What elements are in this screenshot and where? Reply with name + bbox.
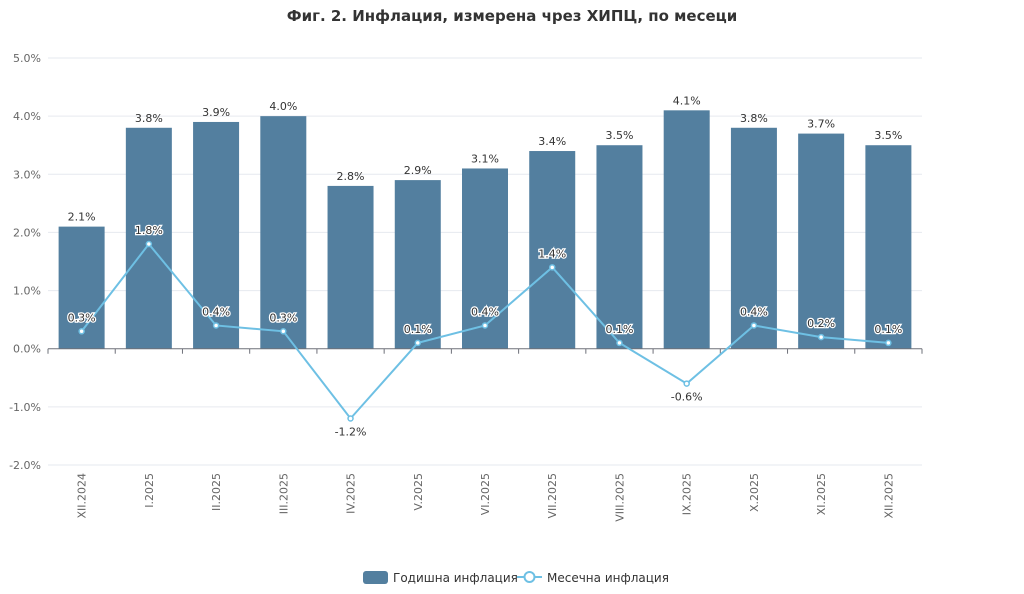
line-value-label: 0.3%	[68, 311, 96, 324]
x-tick-label: XI.2025	[815, 473, 828, 515]
bar-value-label: 3.4%	[538, 135, 566, 148]
line-point	[481, 322, 489, 329]
bar	[260, 116, 307, 349]
line-value-label: 0.4%	[471, 305, 499, 318]
y-tick-label: -2.0%	[9, 459, 41, 472]
x-tick-label: III.2025	[277, 473, 290, 514]
line-point	[347, 415, 354, 422]
x-tick-label: X.2025	[748, 473, 761, 512]
y-tick-label: 0.0%	[13, 343, 41, 356]
y-tick-label: 1.0%	[13, 285, 41, 298]
line-point	[817, 333, 825, 341]
bar	[865, 145, 912, 349]
x-tick-label: VI.2025	[479, 473, 492, 515]
bar-value-label: 3.8%	[135, 112, 163, 125]
bar	[125, 127, 172, 349]
bar-value-label: 4.1%	[673, 94, 701, 107]
legend-label-annual: Годишна инфлация	[393, 571, 518, 585]
x-tick-label: IX.2025	[681, 473, 694, 515]
bar-value-label: 3.8%	[740, 112, 768, 125]
line-point	[616, 339, 623, 347]
line-point	[280, 328, 287, 335]
bar-value-label: 3.1%	[471, 152, 499, 165]
line-value-label: 0.3%	[269, 311, 297, 324]
legend-item-monthly[interactable]: Месечна инфлация	[517, 571, 669, 585]
line-series	[78, 240, 892, 422]
legend[interactable]: Годишна инфлация Месечна инфлация	[363, 571, 669, 585]
bar	[394, 180, 441, 349]
bar-value-label: 3.9%	[202, 106, 230, 119]
bar	[798, 133, 845, 349]
line-point	[548, 264, 556, 271]
bar	[193, 121, 240, 349]
x-tick-label: VIII.2025	[613, 473, 626, 522]
x-axis: XII.2024 I.2025 II.2025 III.2025 IV.2025 V.20…	[47, 348, 923, 522]
bar-value-label: 2.8%	[337, 170, 365, 183]
legend-swatch-annual	[363, 571, 388, 584]
x-tick-label: XII.2025	[882, 473, 895, 519]
line-point	[414, 339, 422, 347]
bar-value-label: 3.7%	[807, 118, 835, 131]
bar	[730, 127, 777, 349]
line-value-label: 1.8%	[135, 224, 163, 237]
y-axis: -2.0% -1.0% 0.0% 1.0% 2.0% 3.0% 4.0% 5.0%	[9, 52, 41, 472]
bar-value-label: 3.5%	[874, 129, 902, 142]
line-value-label: 0.1%	[874, 323, 902, 336]
y-tick-label: 5.0%	[13, 52, 41, 65]
bar	[529, 151, 576, 349]
bar-series	[58, 110, 912, 349]
bar-value-label: 3.5%	[605, 129, 633, 142]
line-value-label: 0.4%	[740, 305, 768, 318]
x-tick-label: V.2025	[412, 473, 425, 511]
data-labels: 2.1% 3.8% 3.9% 4.0% 2.8% 2.9% 3.1% 3.4% 3.5% 4.1%…	[66, 94, 903, 439]
line-point	[683, 380, 690, 387]
chart-title: Фиг. 2. Инфлация, измерена чрез ХИПЦ, по…	[287, 7, 738, 25]
y-tick-label: 4.0%	[13, 110, 41, 123]
line-point	[212, 322, 220, 329]
line-point	[885, 339, 892, 347]
bar-value-label: 4.0%	[269, 100, 297, 113]
legend-label-monthly: Месечна инфлация	[547, 571, 669, 585]
line-point	[145, 240, 153, 248]
line-value-label: 1.4%	[538, 247, 566, 260]
y-tick-label: -1.0%	[9, 401, 41, 414]
bar-value-label: 2.1%	[68, 211, 96, 224]
x-tick-label: VII.2025	[546, 473, 559, 519]
x-tick-label: II.2025	[210, 473, 223, 511]
x-tick-label: IV.2025	[345, 473, 358, 514]
line-value-label: 0.2%	[807, 317, 835, 330]
legend-marker-monthly	[523, 571, 536, 583]
x-tick-label: I.2025	[143, 473, 156, 508]
y-tick-label: 2.0%	[13, 226, 41, 239]
line-value-label: 0.1%	[605, 323, 633, 336]
line-point	[78, 328, 85, 335]
bar-value-label: 2.9%	[404, 164, 432, 177]
bar	[596, 145, 643, 349]
line-value-label: 0.1%	[404, 323, 432, 336]
bar	[663, 110, 710, 349]
line-value-label: 0.4%	[202, 305, 230, 318]
x-tick-label: XII.2024	[76, 473, 89, 519]
y-tick-label: 3.0%	[13, 168, 41, 181]
legend-item-annual[interactable]: Годишна инфлация	[363, 571, 518, 585]
line-point	[750, 322, 758, 329]
bar	[462, 168, 508, 349]
bar	[327, 185, 374, 349]
line-value-label: -0.6%	[671, 391, 703, 404]
line-value-label: -1.2%	[335, 425, 367, 438]
